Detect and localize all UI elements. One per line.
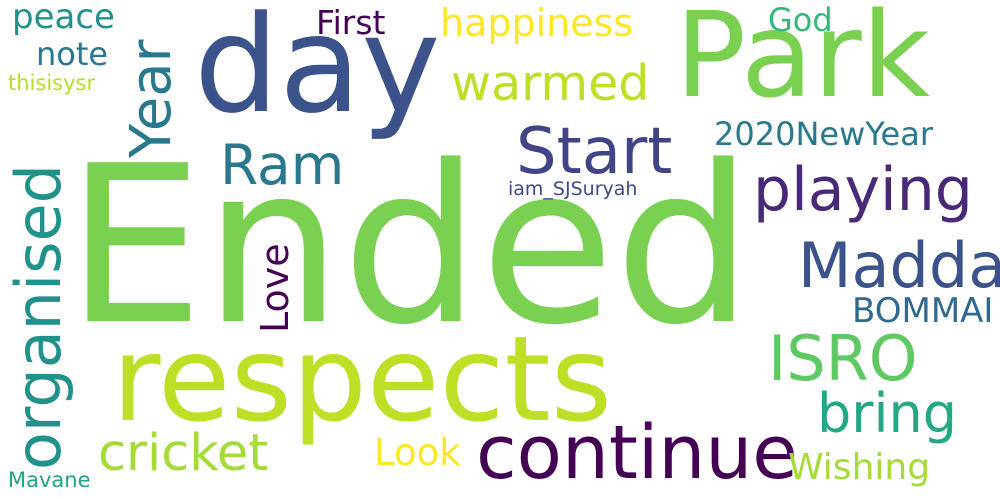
word-first: First	[316, 3, 386, 42]
word-start: Start	[516, 115, 673, 189]
word-organised: organised	[2, 163, 75, 470]
word-continue: continue	[476, 410, 798, 496]
word-wishing: Wishing	[788, 447, 931, 488]
word-god: God	[768, 1, 833, 39]
word-peace: peace	[12, 0, 115, 37]
word-cricket: cricket	[98, 424, 269, 483]
word-bring: bring	[817, 382, 957, 445]
word-day: day	[194, 0, 441, 143]
word-thisisysr: thisisysr	[8, 71, 96, 95]
word-playing: playing	[753, 155, 973, 225]
word-love: Love	[253, 243, 297, 333]
word-look: Look	[374, 431, 461, 474]
word-2020newyear: 2020NewYear	[714, 115, 933, 153]
word-ended: Ended	[66, 120, 753, 373]
word-warmed: warmed	[451, 55, 650, 112]
word-respects: respects	[112, 310, 613, 448]
word-ram: Ram	[220, 133, 345, 197]
word-madda: Madda	[798, 229, 1000, 302]
word-bommai: BOMMAI	[852, 291, 994, 331]
word-year: Year	[119, 39, 184, 158]
word-park: Park	[675, 0, 931, 124]
word-happiness: happiness	[440, 1, 634, 45]
word-isro: ISRO	[768, 322, 918, 395]
word-mavane: Mavane	[8, 468, 91, 492]
word-note: note	[36, 35, 109, 73]
word-iam-sjsuryah: iam_SJSuryah	[508, 178, 638, 200]
